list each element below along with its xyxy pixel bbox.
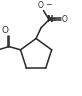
Text: N: N [46,15,52,24]
Text: O: O [37,1,43,10]
Text: −: − [45,0,51,9]
Text: O: O [62,15,67,24]
Text: O: O [2,26,9,35]
Text: ±: ± [52,17,57,22]
